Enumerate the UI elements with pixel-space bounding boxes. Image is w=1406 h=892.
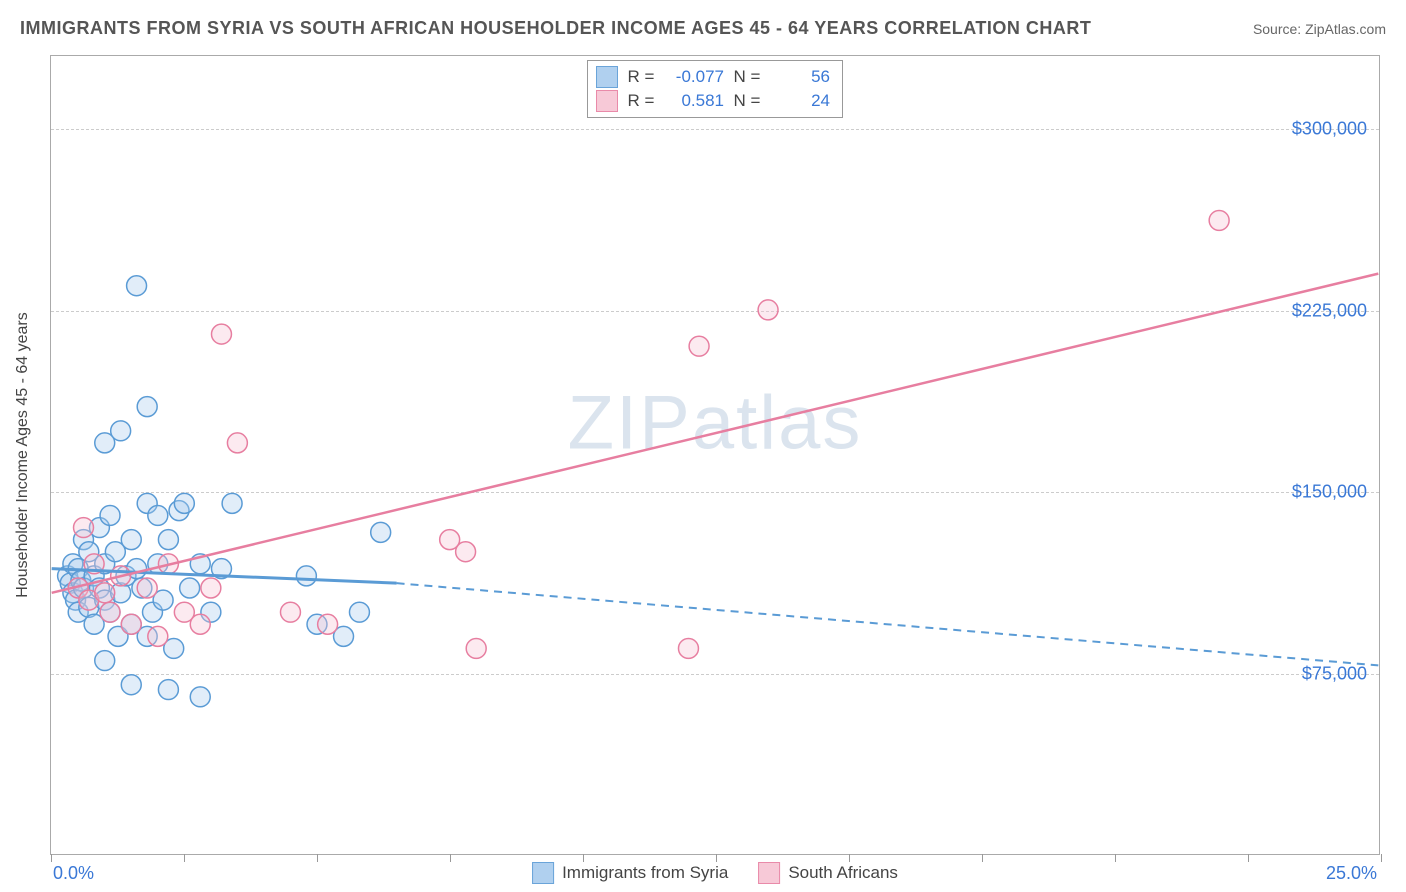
scatter-point bbox=[74, 518, 94, 538]
x-tick bbox=[1381, 854, 1382, 862]
r-value-series1: -0.077 bbox=[664, 65, 724, 89]
scatter-point bbox=[137, 578, 157, 598]
x-tick bbox=[1248, 854, 1249, 862]
x-tick bbox=[317, 854, 318, 862]
scatter-point bbox=[201, 578, 221, 598]
scatter-point bbox=[689, 336, 709, 356]
scatter-point bbox=[371, 522, 391, 542]
correlation-stat-box: R = -0.077 N = 56 R = 0.581 N = 24 bbox=[587, 60, 843, 118]
scatter-point bbox=[158, 530, 178, 550]
stat-row-series2: R = 0.581 N = 24 bbox=[596, 89, 830, 113]
r-value-series2: 0.581 bbox=[664, 89, 724, 113]
legend-label-series1: Immigrants from Syria bbox=[562, 863, 728, 883]
scatter-point bbox=[349, 602, 369, 622]
scatter-point bbox=[174, 493, 194, 513]
y-axis-title: Householder Income Ages 45 - 64 years bbox=[14, 312, 32, 598]
x-tick bbox=[184, 854, 185, 862]
scatter-point bbox=[212, 324, 232, 344]
n-label: N = bbox=[732, 65, 762, 89]
n-value-series2: 24 bbox=[770, 89, 830, 113]
scatter-point bbox=[296, 566, 316, 586]
scatter-point bbox=[100, 602, 120, 622]
scatter-point bbox=[280, 602, 300, 622]
scatter-point bbox=[190, 687, 210, 707]
scatter-point bbox=[318, 614, 338, 634]
scatter-point bbox=[127, 276, 147, 296]
scatter-point bbox=[121, 675, 141, 695]
x-tick bbox=[716, 854, 717, 862]
scatter-plot bbox=[51, 56, 1379, 854]
source-attribution: Source: ZipAtlas.com bbox=[1253, 21, 1386, 37]
legend-item-series1: Immigrants from Syria bbox=[532, 862, 728, 884]
scatter-point bbox=[121, 530, 141, 550]
x-axis-label: 25.0% bbox=[1326, 863, 1377, 884]
scatter-point bbox=[180, 578, 200, 598]
scatter-point bbox=[222, 493, 242, 513]
stat-row-series1: R = -0.077 N = 56 bbox=[596, 65, 830, 89]
trend-line bbox=[52, 274, 1379, 593]
n-label: N = bbox=[732, 89, 762, 113]
x-tick bbox=[982, 854, 983, 862]
scatter-point bbox=[456, 542, 476, 562]
scatter-point bbox=[95, 583, 115, 603]
x-tick bbox=[1115, 854, 1116, 862]
scatter-point bbox=[121, 614, 141, 634]
swatch-series1-legend bbox=[532, 862, 554, 884]
scatter-point bbox=[95, 651, 115, 671]
swatch-series1 bbox=[596, 66, 618, 88]
legend-item-series2: South Africans bbox=[758, 862, 898, 884]
x-tick bbox=[849, 854, 850, 862]
r-label: R = bbox=[626, 89, 656, 113]
r-label: R = bbox=[626, 65, 656, 89]
scatter-point bbox=[137, 397, 157, 417]
n-value-series1: 56 bbox=[770, 65, 830, 89]
chart-area: ZIPatlas $75,000$150,000$225,000$300,000… bbox=[50, 55, 1380, 855]
source-name: ZipAtlas.com bbox=[1305, 21, 1386, 37]
trend-line-dashed bbox=[397, 583, 1379, 665]
scatter-point bbox=[678, 638, 698, 658]
scatter-point bbox=[100, 505, 120, 525]
scatter-point bbox=[190, 614, 210, 634]
source-label: Source: bbox=[1253, 21, 1305, 37]
scatter-point bbox=[466, 638, 486, 658]
scatter-point bbox=[758, 300, 778, 320]
x-axis-label: 0.0% bbox=[53, 863, 94, 884]
scatter-point bbox=[148, 505, 168, 525]
legend-label-series2: South Africans bbox=[788, 863, 898, 883]
legend-bottom: Immigrants from Syria South Africans bbox=[532, 862, 898, 884]
scatter-point bbox=[227, 433, 247, 453]
x-tick bbox=[450, 854, 451, 862]
scatter-point bbox=[148, 626, 168, 646]
x-tick bbox=[583, 854, 584, 862]
swatch-series2 bbox=[596, 90, 618, 112]
chart-title: IMMIGRANTS FROM SYRIA VS SOUTH AFRICAN H… bbox=[20, 18, 1091, 39]
scatter-point bbox=[1209, 210, 1229, 230]
scatter-point bbox=[111, 421, 131, 441]
swatch-series2-legend bbox=[758, 862, 780, 884]
x-tick bbox=[51, 854, 52, 862]
scatter-point bbox=[158, 680, 178, 700]
title-bar: IMMIGRANTS FROM SYRIA VS SOUTH AFRICAN H… bbox=[20, 18, 1386, 39]
